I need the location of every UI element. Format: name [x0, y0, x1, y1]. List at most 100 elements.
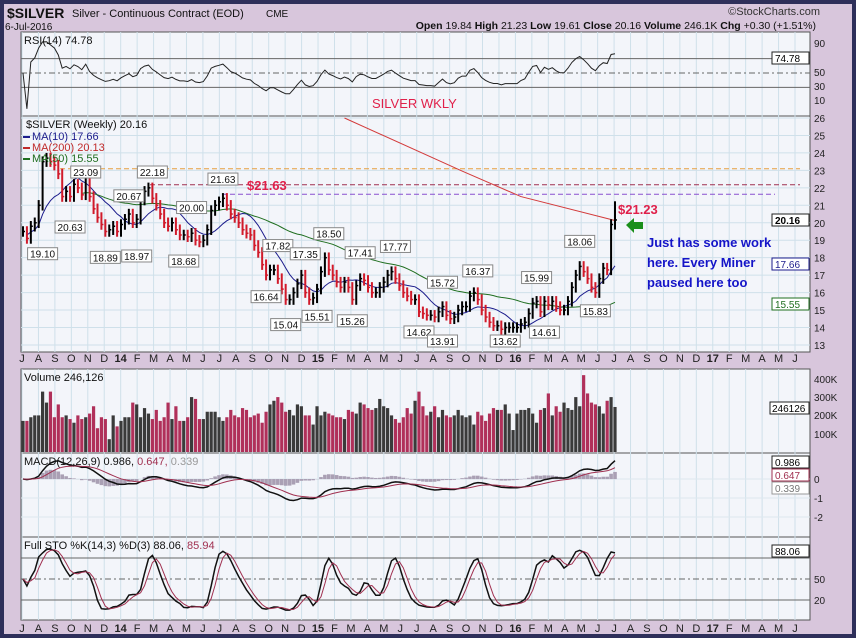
- volume-bar: [237, 417, 241, 452]
- volume-bar: [162, 417, 166, 452]
- volume-bar: [182, 420, 186, 452]
- macd-histogram-bar: [260, 479, 264, 484]
- volume-bar: [491, 408, 496, 452]
- month-label: S: [446, 623, 453, 635]
- month-label: D: [298, 623, 306, 635]
- volume-bar: [440, 409, 445, 452]
- price-annotation-label: 18.50: [316, 230, 341, 241]
- volume-bar: [99, 417, 104, 452]
- macd-histogram-bar: [432, 479, 437, 482]
- volume-bar: [209, 411, 213, 452]
- month-label: O: [264, 353, 273, 365]
- price-annotation-box: [289, 247, 321, 261]
- month-label: J: [200, 353, 206, 365]
- month-label: A: [364, 353, 372, 365]
- sto-axis: 50 20: [814, 575, 826, 607]
- price-annotation-label: 22.18: [140, 168, 165, 179]
- macd-histogram-bar: [366, 477, 370, 480]
- macd-histogram-bar: [605, 476, 609, 480]
- price-annotation-box: [136, 165, 168, 179]
- month-label: M: [149, 353, 158, 365]
- price-annotation-box: [89, 250, 121, 264]
- ohlc-summary: Open 19.84 High 21.23 Low 19.61 Close 20…: [416, 20, 816, 32]
- volume-bar: [503, 404, 507, 452]
- price-tick: 13: [814, 341, 826, 352]
- close-value-tag: [771, 213, 810, 227]
- macd-histogram-bar: [503, 479, 508, 481]
- volume-bar: [609, 397, 613, 452]
- volume-bar: [311, 424, 315, 452]
- macd-histogram-bar: [593, 477, 598, 480]
- macd-histogram-bar: [276, 479, 280, 485]
- macd-histogram-bar: [346, 476, 351, 480]
- price-annotation-box: [579, 304, 611, 318]
- price-panel: [20, 115, 811, 353]
- month-label: F: [528, 623, 535, 635]
- month-label: J: [414, 623, 420, 635]
- axis-labels: JJAASSOONNDD1414FFMMAAMMJJJJAASSOONNDD15…: [19, 353, 798, 635]
- sto-tick: 20: [814, 596, 826, 607]
- month-label: J: [398, 623, 404, 635]
- price-annotation-box: [54, 220, 86, 234]
- volume-bar: [225, 417, 229, 452]
- rsi-tick: 10: [814, 96, 826, 107]
- macd-histogram-bar: [464, 477, 468, 480]
- month-label: A: [758, 353, 766, 365]
- macd-histogram-bar: [303, 479, 308, 481]
- macd-histogram-bar: [468, 476, 472, 480]
- volume-bar: [280, 402, 284, 452]
- volume-bar: [472, 424, 476, 452]
- note-21-63: $21.63: [247, 178, 287, 193]
- price-legend: $SILVER (Weekly) 20.16: [26, 119, 147, 131]
- macd-histogram-bar: [323, 474, 327, 480]
- price-tick: 16: [814, 289, 826, 300]
- price-tick: 14: [814, 324, 826, 335]
- rsi-legend: RSI(14) 74.78: [24, 35, 92, 47]
- price-tick: 21: [814, 201, 826, 212]
- volume-bar: [542, 408, 547, 452]
- sto-tick: 50: [814, 575, 826, 586]
- volume-bar: [213, 411, 217, 452]
- volume-bar: [111, 415, 115, 452]
- price-annotation-box: [270, 318, 302, 332]
- month-label: M: [741, 353, 750, 365]
- macd-histogram-bar: [217, 475, 221, 480]
- close-value-tag-text: 20.16: [775, 216, 800, 227]
- macd-histogram-bar: [370, 477, 374, 480]
- macd-histogram-bar: [499, 479, 504, 481]
- price-tick: 15: [814, 306, 826, 317]
- signal-value-tag-text: 0.647: [775, 471, 800, 482]
- volume-bar: [21, 420, 25, 452]
- volume-bar: [60, 417, 64, 452]
- month-label: J: [19, 353, 25, 365]
- chart-date: 6-Jul-2016: [5, 22, 53, 33]
- volume-bar: [272, 400, 276, 452]
- volume-bar: [25, 420, 29, 452]
- rsi-tick: 50: [814, 68, 826, 79]
- volume-tick: 200K: [814, 411, 838, 422]
- month-label: M: [149, 623, 158, 635]
- macd-histogram-bar: [334, 475, 339, 480]
- price-annotation-label: 21.63: [210, 175, 235, 186]
- volume-bar: [534, 422, 539, 452]
- month-label: A: [627, 623, 635, 635]
- month-label: S: [249, 623, 256, 635]
- volume-bar: [436, 417, 441, 452]
- macd-value-tag-text: 0.986: [775, 458, 800, 469]
- price-tick: 17: [814, 271, 826, 282]
- price-annotation-label: 17.41: [348, 249, 373, 260]
- macd-histogram-bar: [130, 479, 135, 482]
- volume-bar: [193, 398, 198, 452]
- macd-panel: [20, 452, 811, 538]
- volume-bar: [413, 400, 417, 452]
- macd-histogram-bar: [511, 479, 515, 481]
- month-label: O: [67, 353, 76, 365]
- volume-bar: [558, 411, 562, 452]
- month-label: M: [774, 623, 783, 635]
- ma50-value-tag-text: 15.55: [775, 300, 800, 311]
- price-annotation-box: [113, 189, 145, 203]
- price-annotation-box: [262, 239, 294, 253]
- macd-histogram-bar: [597, 477, 602, 480]
- price-annotation-box: [344, 246, 376, 260]
